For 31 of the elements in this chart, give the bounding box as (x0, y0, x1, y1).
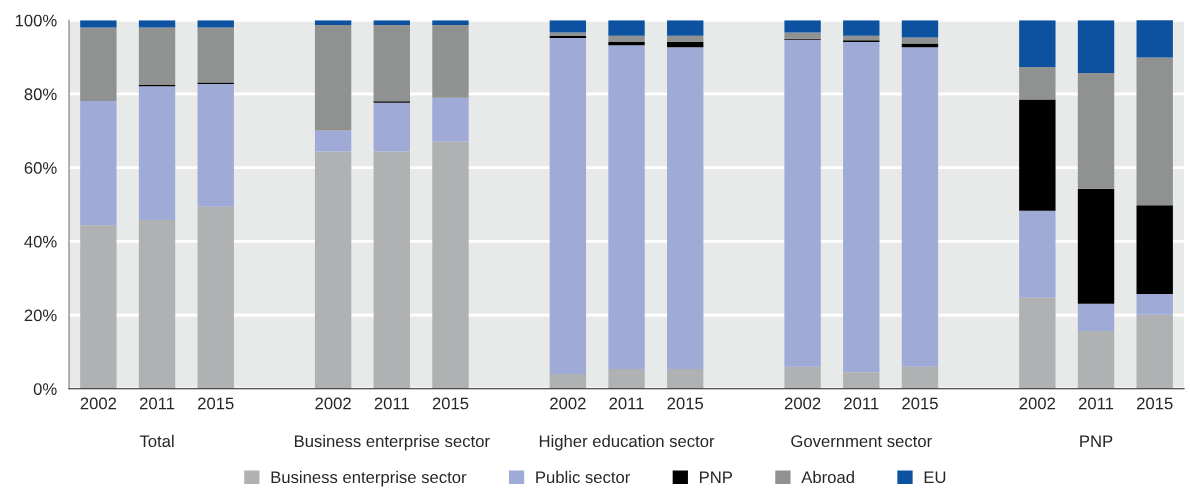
legend-label: Business enterprise sector (271, 470, 467, 487)
y-tick-label: 60% (24, 162, 57, 174)
legend-label: Abroad (801, 470, 854, 484)
x-tick-label: 2015 (198, 397, 234, 410)
x-tick-label: 2011 (374, 397, 409, 410)
text: Government sector (791, 435, 932, 448)
x-tick-label: 2011 (844, 397, 879, 410)
x-tick-label: 2002 (1019, 397, 1056, 410)
text: Total (139, 434, 174, 448)
x-tick-label: 2011 (139, 397, 175, 410)
x-tick-label: 2011 (609, 397, 644, 410)
text: Higher education sector (539, 434, 715, 451)
y-tick-label: 20% (24, 309, 57, 322)
y-tick-label: 100% (15, 14, 57, 27)
x-tick-label: 2015 (902, 397, 938, 410)
x-tick-label: 2015 (432, 397, 469, 410)
y-tick-label: 80% (24, 88, 57, 101)
x-tick-label: 2015 (667, 397, 704, 410)
x-tick-label: 2015 (1137, 397, 1173, 410)
x-tick-label: 2011 (1078, 397, 1114, 410)
y-tick-label: 40% (24, 235, 57, 248)
text: Business enterprise sector (294, 434, 490, 451)
legend-label: EU (924, 471, 946, 484)
text: PNP (1080, 435, 1113, 447)
x-tick-label: 2002 (315, 397, 351, 410)
y-tick-label: 0% (33, 383, 57, 395)
legend-label: PNP (700, 471, 733, 483)
x-tick-label: 2002 (550, 397, 586, 410)
x-tick-label: 2002 (80, 397, 117, 410)
x-tick-label: 2002 (784, 397, 821, 410)
legend-label: Public sector (536, 470, 631, 484)
